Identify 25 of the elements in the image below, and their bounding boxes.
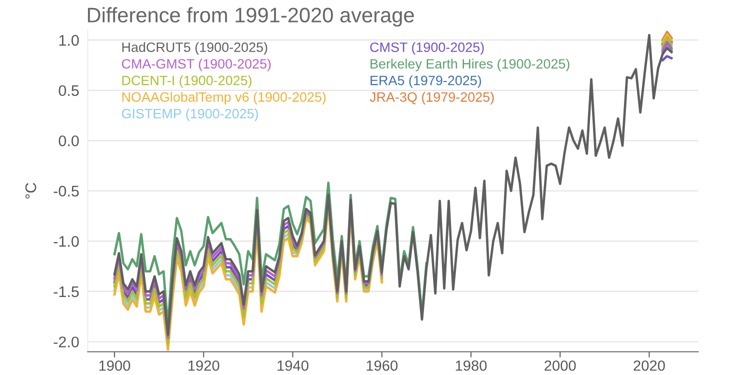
y-tick-label: 0.5 [58,85,79,96]
x-tick-label: 1980 [456,360,487,371]
text: CMA-GMST (1900-2025) [122,58,271,72]
y-axis-title: °C [25,182,36,199]
x-tick-label: 1920 [188,360,220,371]
text: Berkeley Earth Hires (1900-2025) [370,58,570,72]
y-tick-label: 0.0 [58,135,79,146]
y-tick-label: -2.0 [54,336,79,348]
x-tick-label: 2000 [544,360,576,371]
y-tick-label: -0.5 [54,186,79,197]
chart-title: Difference from 1991-2020 average [88,7,414,27]
y-tick-label: -1.5 [54,286,79,298]
text: DCENT-I (1900-2025) [122,75,252,88]
x-tick-label: 1940 [278,360,308,371]
x-tick-label: 1900 [99,360,130,371]
text: JRA-3Q (1979-2025) [370,92,494,104]
x-tick-label: 1960 [366,360,398,371]
text: CMST (1900-2025) [370,42,484,55]
text: GISTEMP (1900-2025) [122,108,258,122]
y-tick-label: -1.0 [54,236,79,247]
text: NOAAGlobalTemp v6 (1900-2025) [122,92,326,104]
x-tick-label: 2020 [634,360,665,371]
text: ERA5 (1979-2025) [370,75,482,88]
y-tick-label: 1.0 [59,34,79,46]
text: HadCRUT5 (1900-2025) [122,42,268,55]
